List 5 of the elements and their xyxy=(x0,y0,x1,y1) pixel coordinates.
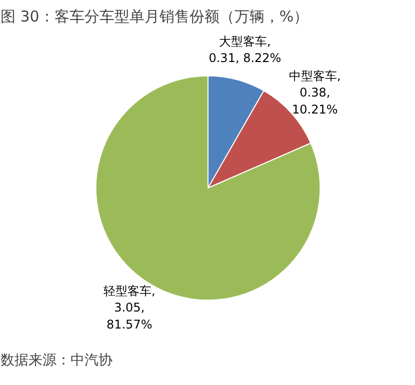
slice-label: 大型客车, 0.31, 8.22% xyxy=(208,34,282,66)
chart-title: 图 30：客车分车型单月销售份额（万辆，%） xyxy=(0,8,309,26)
source-note: 数据来源：中汽协 xyxy=(0,352,112,368)
slice-label: 轻型客车, 3.05, 81.57% xyxy=(103,284,156,332)
slice-label: 中型客车, 0.38, 10.21% xyxy=(289,68,341,116)
